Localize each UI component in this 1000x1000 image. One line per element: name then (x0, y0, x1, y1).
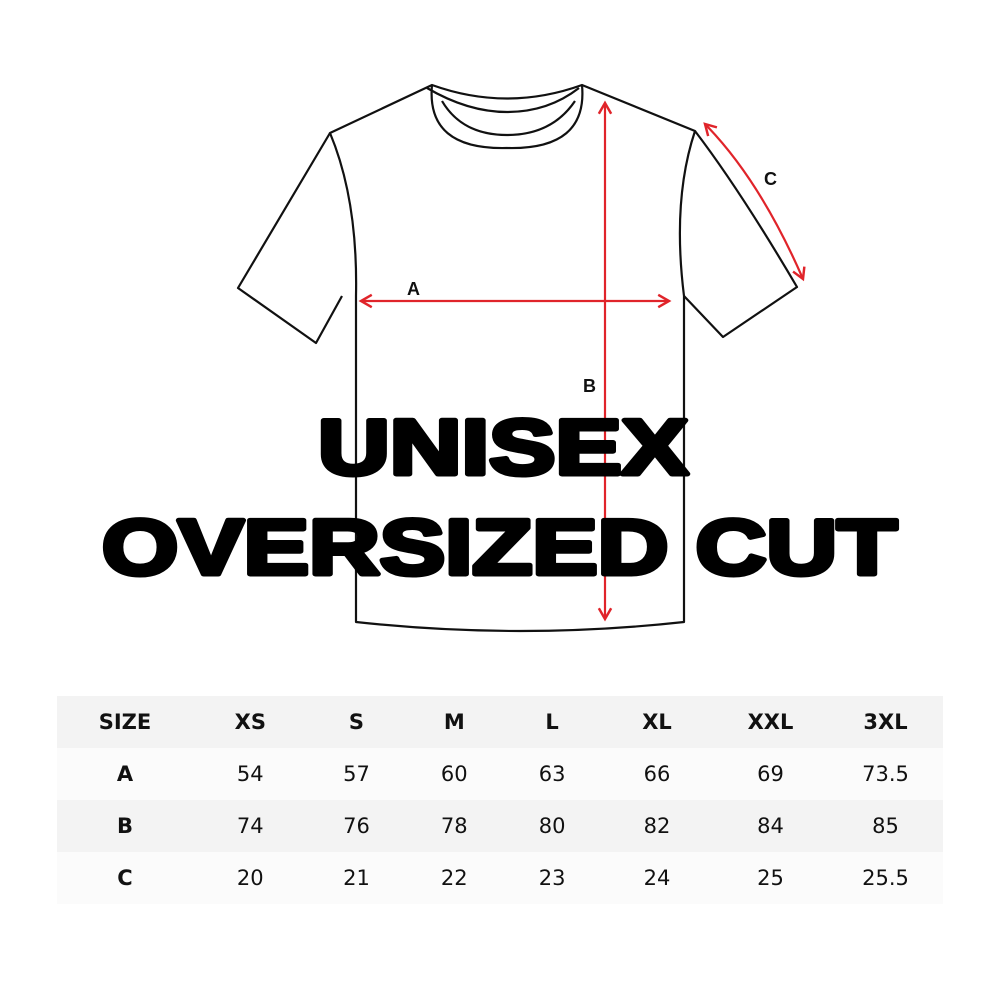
table-row: B 74 76 78 80 82 84 85 (57, 800, 943, 852)
table-cell: 23 (538, 866, 566, 890)
row-label: A (116, 762, 134, 786)
table-cell: 84 (757, 814, 784, 838)
header-cell: XS (234, 710, 266, 734)
table-cell: 80 (538, 814, 566, 838)
table-cell: 54 (236, 762, 264, 786)
table-cell: 74 (236, 814, 264, 838)
header-cell: M (443, 710, 465, 734)
table-cell: 25 (757, 866, 784, 890)
table-cell: 76 (343, 814, 370, 838)
table-header-row: SIZE XS S M L XL XXL 3XL (57, 696, 943, 748)
measure-lines (358, 100, 806, 622)
table-cell: 57 (343, 762, 370, 786)
table-cell: 22 (440, 866, 468, 890)
header-cell: S (348, 710, 365, 734)
header-cell: 3XL (863, 710, 908, 734)
table-cell: 24 (643, 866, 671, 890)
table-cell: 69 (757, 762, 784, 786)
table-cell: 82 (643, 814, 671, 838)
title-line-1: UNISEX (318, 403, 688, 491)
table-cell: 20 (236, 866, 264, 890)
label-a: A (407, 279, 420, 299)
measure-c-arrow (703, 122, 806, 282)
table-cell: 25.5 (862, 866, 909, 890)
label-b: B (583, 376, 596, 396)
table-cell: 73.5 (862, 762, 909, 786)
table-row: A 54 57 60 63 66 69 73.5 (57, 748, 943, 800)
tshirt-diagram: A B C UNISEX OVERSIZED CUT (100, 83, 900, 633)
size-chart-table: SIZE XS S M L XL XXL 3XL A 54 57 60 63 6… (57, 696, 943, 904)
row-label: B (116, 814, 133, 838)
table-cell: 78 (440, 814, 468, 838)
title-line-2: OVERSIZED CUT (102, 503, 897, 591)
table-row: C 20 21 22 23 24 25 25.5 (57, 852, 943, 904)
header-cell: XL (642, 710, 672, 734)
header-cell: L (545, 710, 559, 734)
header-cell: SIZE (98, 710, 152, 734)
table-cell: 60 (440, 762, 468, 786)
header-cell: XXL (747, 710, 794, 734)
label-c: C (764, 169, 777, 189)
table-cell: 21 (343, 866, 370, 890)
table-cell: 63 (538, 762, 566, 786)
table-cell: 66 (643, 762, 671, 786)
row-label: C (117, 866, 133, 890)
table-cell: 85 (872, 814, 899, 838)
